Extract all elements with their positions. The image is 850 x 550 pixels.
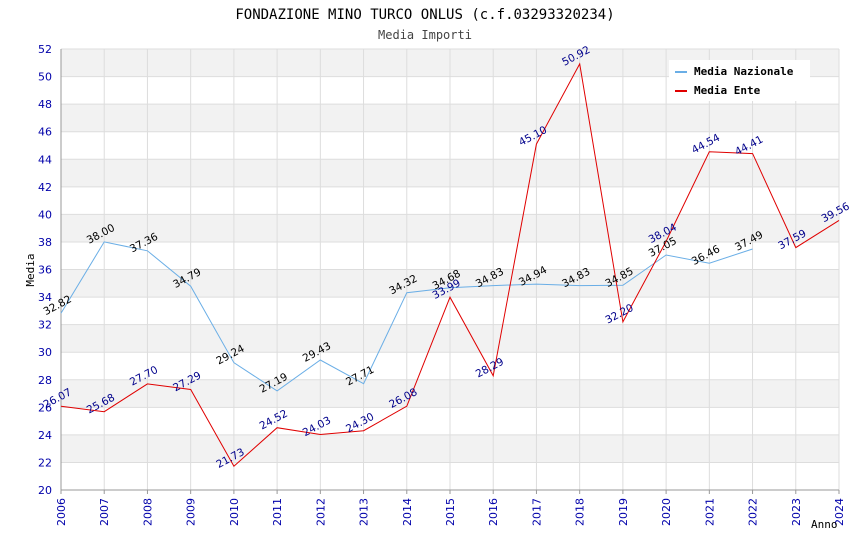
y-tick-label: 52	[38, 43, 52, 56]
x-tick-label: 2012	[314, 498, 327, 526]
y-axis-title: Media	[24, 253, 37, 286]
axes	[60, 49, 840, 494]
y-axis-ticks: 20 22 24 26 28 30 32 34 36 38 40 42 44 46 48 50 52	[38, 43, 52, 497]
x-tick-label: 2024	[833, 498, 846, 526]
y-tick-label: 36	[38, 264, 52, 277]
legend-box	[669, 60, 810, 101]
y-tick-label: 32	[38, 319, 52, 332]
x-tick-label: 2020	[660, 498, 673, 526]
y-tick-label: 48	[38, 98, 52, 111]
x-tick-label: 2022	[747, 498, 760, 526]
x-tick-label: 2008	[141, 498, 154, 526]
x-tick-label: 2016	[487, 498, 500, 526]
y-tick-label: 50	[38, 71, 52, 84]
x-tick-label: 2007	[98, 498, 111, 526]
x-tick-label: 2006	[55, 498, 68, 526]
series-line-media-nazionale	[60, 241, 753, 392]
y-tick-label: 20	[38, 484, 52, 497]
legend-label-media-nazionale: Media Nazionale	[694, 65, 794, 78]
series-lines	[60, 62, 840, 467]
x-tick-label: 2019	[617, 498, 630, 526]
series-line-media-ente	[60, 62, 840, 467]
y-tick-label: 46	[38, 126, 52, 139]
y-tick-label: 44	[38, 153, 52, 166]
x-tick-label: 2009	[185, 498, 198, 526]
y-tick-label: 22	[38, 456, 52, 469]
y-tick-label: 34	[38, 291, 52, 304]
legend-label-media-ente: Media Ente	[694, 84, 761, 97]
x-axis-ticks: 2006 2007 2008 2009 2010 2011 2012 2013 2014 2015…	[55, 498, 846, 526]
x-tick-label: 2017	[530, 498, 543, 526]
grid-lines	[60, 48, 840, 491]
y-tick-label: 24	[38, 429, 52, 442]
y-tick-label: 38	[38, 236, 52, 249]
x-tick-label: 2014	[401, 498, 414, 526]
legend: Media Nazionale Media Ente	[669, 60, 810, 101]
y-tick-label: 28	[38, 374, 52, 387]
x-tick-label: 2010	[228, 498, 241, 526]
x-tick-label: 2021	[703, 498, 716, 526]
chart-subtitle: Media Importi	[378, 28, 472, 42]
x-tick-label: 2011	[271, 498, 284, 526]
chart-title: FONDAZIONE MINO TURCO ONLUS (c.f.0329332…	[235, 7, 614, 23]
y-tick-label: 42	[38, 181, 52, 194]
y-tick-label: 26	[38, 401, 52, 414]
x-tick-label: 2013	[358, 498, 371, 526]
y-tick-label: 30	[38, 346, 52, 359]
y-tick-label: 40	[38, 208, 52, 221]
x-tick-label: 2023	[790, 498, 803, 526]
x-axis-title: Anno	[811, 518, 838, 531]
x-tick-label: 2015	[444, 498, 457, 526]
x-tick-label: 2018	[574, 498, 587, 526]
